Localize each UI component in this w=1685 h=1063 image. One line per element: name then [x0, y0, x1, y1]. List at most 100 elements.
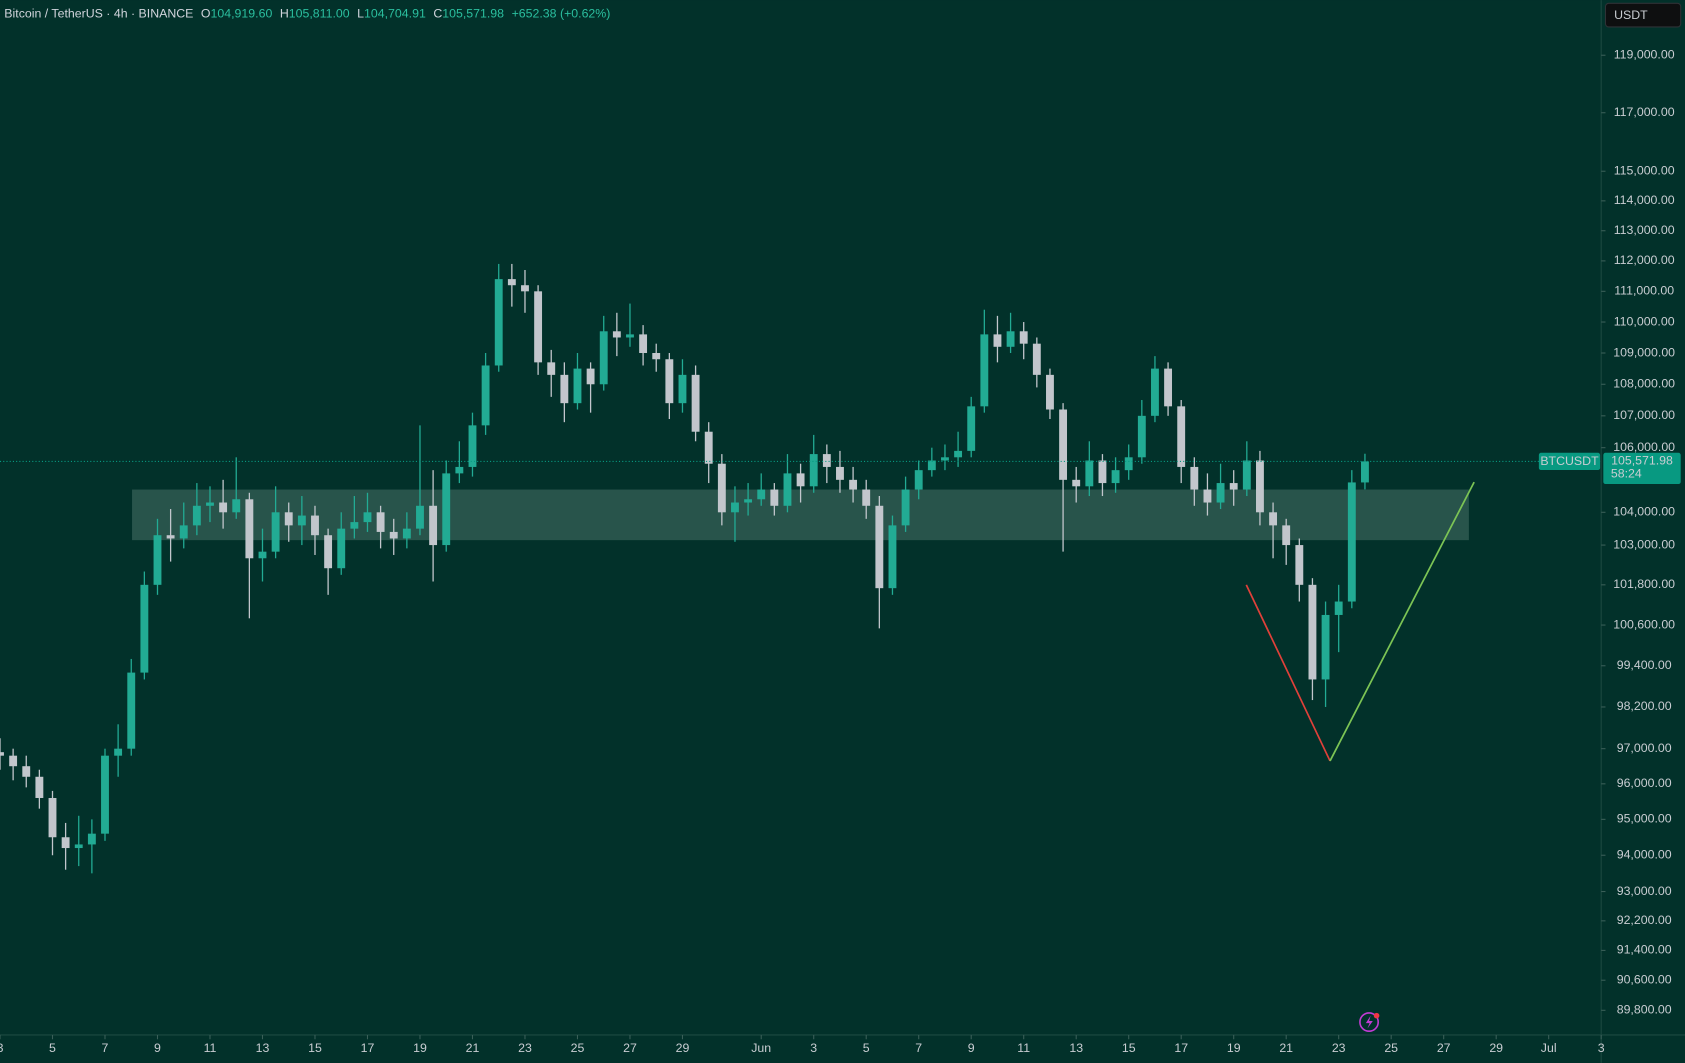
ohlc-value: 105,571.98 [442, 7, 504, 21]
candle-body [1046, 374, 1054, 410]
candle [455, 441, 464, 484]
ohlc-key: L [357, 7, 364, 21]
plot-area [0, 263, 1475, 874]
candle-body [980, 334, 989, 407]
x-tick-label: 7 [915, 1041, 922, 1055]
x-tick-label: 3 [810, 1041, 817, 1055]
candle-body [1098, 460, 1107, 484]
candle [1046, 368, 1054, 419]
candle-body [481, 365, 490, 426]
y-tick-label: 99,400.00 [1617, 658, 1672, 672]
y-tick-label: 108,000.00 [1613, 377, 1675, 391]
x-tick-label: 3 [1598, 1041, 1605, 1055]
currency-button-bg[interactable] [1604, 2, 1682, 28]
candle [219, 479, 228, 529]
candle [836, 450, 844, 493]
candle [363, 492, 372, 532]
candle [206, 486, 214, 523]
candle-body [888, 525, 897, 589]
candle [87, 819, 96, 874]
y-tick-label: 107,000.00 [1613, 408, 1675, 422]
candle-body [534, 291, 543, 363]
candle-body [1019, 331, 1028, 344]
candle-body [941, 457, 949, 461]
y-tick-label: 91,400.00 [1617, 943, 1672, 957]
candle [416, 425, 424, 536]
candle-body [140, 584, 149, 673]
change: +652.38 (+0.62%) [512, 7, 611, 21]
y-tick-label: 104,000.00 [1613, 505, 1675, 519]
candle [1242, 441, 1251, 497]
candle-body [337, 528, 346, 569]
header: Bitcoin / TetherUS · 4h · BINANCE O104,91… [4, 7, 610, 21]
candle [875, 496, 884, 629]
candle-body [1295, 545, 1304, 585]
candle-body [731, 502, 739, 513]
candle-body [1216, 483, 1225, 503]
y-tick-label: 93,000.00 [1617, 884, 1672, 898]
candle-body [1124, 457, 1133, 471]
candle [1256, 450, 1264, 526]
candle-body [1347, 482, 1356, 602]
currency-button[interactable]: USDT [1614, 8, 1648, 22]
candle [1308, 578, 1317, 701]
candle-body [1151, 368, 1159, 416]
candle [1164, 362, 1173, 416]
candle-body [770, 489, 779, 506]
x-tick-label: 25 [571, 1041, 585, 1055]
candle-body [258, 551, 267, 559]
candle-body [350, 522, 359, 529]
candle-body [324, 535, 333, 569]
candle [48, 790, 57, 856]
candle [1229, 470, 1238, 506]
candle [849, 466, 858, 503]
candle-body [927, 460, 936, 471]
candle-body [232, 499, 241, 513]
candle-body [1059, 409, 1068, 480]
candle [573, 353, 582, 410]
candle-body [1177, 406, 1186, 467]
candle-body [1256, 460, 1264, 513]
y-tick-label: 100,600.00 [1613, 617, 1675, 631]
candle [1151, 356, 1159, 423]
y-tick-label: 115,000.00 [1614, 163, 1675, 177]
candle [586, 362, 595, 413]
candle-body [993, 334, 1002, 347]
trend-line [1245, 584, 1331, 762]
alert-icon[interactable] [1359, 1012, 1380, 1033]
candle-body [153, 535, 162, 585]
candle [192, 483, 201, 536]
candle [507, 263, 516, 307]
candle [599, 315, 608, 391]
candle [1321, 601, 1330, 707]
candle [1006, 312, 1015, 354]
candle-body [389, 531, 398, 539]
ohlc-key: C [433, 7, 442, 21]
candle [1295, 538, 1304, 602]
candle [757, 473, 766, 506]
x-tick-label: 21 [466, 1041, 480, 1055]
candle [665, 353, 674, 419]
candle-body [429, 505, 438, 546]
y-tick-label: 113,000.00 [1614, 223, 1675, 237]
candle-body [0, 752, 4, 756]
candle [245, 492, 254, 619]
candle [1032, 337, 1041, 388]
candle [22, 755, 31, 788]
candle-body [678, 374, 687, 404]
x-tick-label: 27 [1437, 1041, 1451, 1055]
candle-body [1242, 460, 1251, 490]
ohlc-value: 104,919.60 [211, 7, 273, 21]
candle [914, 460, 923, 500]
candle-body [586, 368, 595, 385]
candle-body [1334, 601, 1343, 615]
candle [639, 325, 648, 366]
candle-body [862, 489, 871, 506]
candle-body [1361, 461, 1369, 483]
candle-body [626, 334, 634, 338]
candle-body [1032, 343, 1041, 375]
candle-body [1229, 483, 1238, 490]
candle-body [849, 479, 858, 490]
candle-body [1269, 512, 1278, 526]
